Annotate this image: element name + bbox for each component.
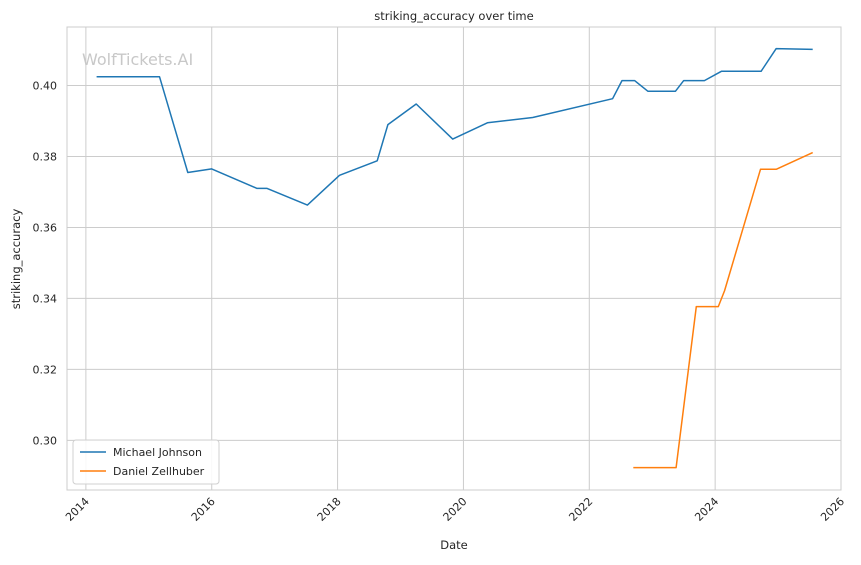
y-tick-label: 0.40 — [33, 80, 58, 93]
y-tick-label: 0.34 — [33, 292, 58, 305]
legend-label-daniel-zellhuber: Daniel Zellhuber — [113, 465, 205, 478]
y-tick-label: 0.32 — [33, 363, 58, 376]
y-tick-labels: 0.30 0.32 0.34 0.36 0.38 0.40 — [33, 80, 58, 448]
x-tick-label: 2014 — [63, 495, 92, 524]
series-line-michael-johnson — [96, 47, 813, 206]
watermark: WolfTickets.AI — [82, 50, 193, 69]
chart-title: striking_accuracy over time — [374, 9, 533, 23]
x-tick-labels: 2014 2016 2018 2020 2022 2024 2026 — [63, 495, 847, 524]
series-line-daniel-zellhuber — [633, 151, 814, 469]
series-lines — [96, 47, 814, 469]
y-tick-label: 0.36 — [33, 221, 58, 234]
y-tick-label: 0.38 — [33, 150, 58, 163]
x-tick-label: 2020 — [441, 495, 470, 524]
y-axis-title: striking_accuracy — [9, 209, 23, 310]
grid-lines — [67, 27, 842, 490]
x-tick-label: 2016 — [189, 495, 218, 524]
legend-label-michael-johnson: Michael Johnson — [113, 446, 202, 459]
x-axis-title: Date — [440, 538, 468, 552]
legend-box — [72, 439, 220, 485]
x-tick-label: 2026 — [818, 495, 847, 524]
plot-area — [66, 26, 842, 491]
x-tick-label: 2024 — [692, 495, 721, 524]
x-tick-label: 2018 — [315, 495, 344, 524]
x-tick-label: 2022 — [566, 495, 595, 524]
y-tick-label: 0.30 — [33, 434, 58, 447]
legend: Michael Johnson Daniel Zellhuber — [72, 439, 220, 485]
